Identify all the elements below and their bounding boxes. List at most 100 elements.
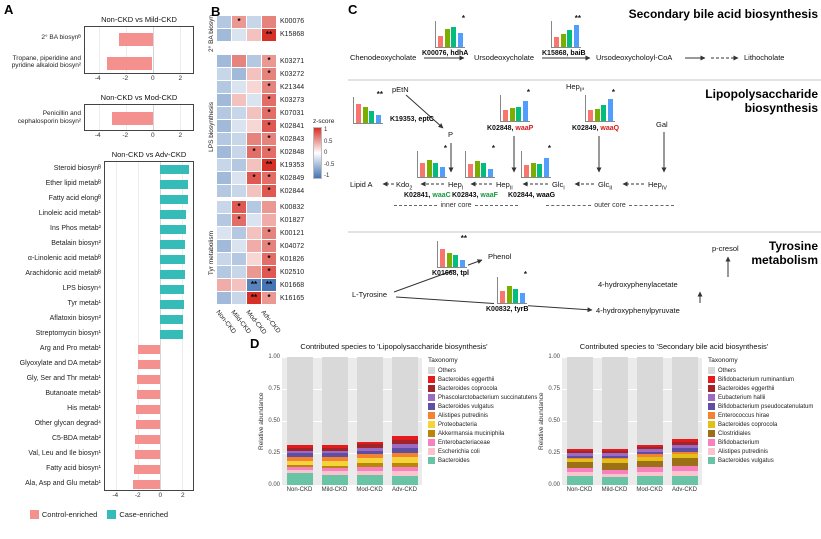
heatmap-cell <box>247 240 261 253</box>
bar-chart-non-vs-mod: Non-CKD vs Mod-CKD Penicillin and cephalo… <box>4 93 194 141</box>
bar-segment <box>286 453 313 457</box>
legend-swatch <box>428 394 435 401</box>
mini-plot <box>353 97 383 124</box>
legend-label: Bacteroides eggerthii <box>438 376 495 383</box>
stacked-bar <box>286 357 313 485</box>
heatmap-cell: * <box>262 253 276 266</box>
legend-item: Bifidobacterium <box>708 438 813 447</box>
mini-bar-chart-waaF: * <box>462 144 496 180</box>
metabolite-phosphate: P <box>448 130 454 139</box>
bar <box>519 293 525 303</box>
x-tick-label: Mild-CKD <box>601 487 628 493</box>
y-tick: 0.25 <box>548 450 560 456</box>
metabolite-glc2: GlcII <box>598 180 613 192</box>
bar-segment <box>671 454 698 459</box>
significance-marker: ** <box>460 234 467 243</box>
metabolite-lithocholate: Lithocholate <box>744 53 785 62</box>
bar-label: α-Linolenic acid metabᴮ <box>27 254 101 262</box>
enzyme-hdhA: K00076, hdhA <box>422 50 469 57</box>
bar-segment <box>321 456 348 461</box>
mini-bar-chart-tpl: ** <box>434 234 468 270</box>
legend-item: Bacteroides vulgatus <box>428 402 537 411</box>
row-label: K03271 <box>280 57 305 65</box>
bar <box>160 240 186 249</box>
metabolite-chenodeoxycholate: Chenodeoxycholate <box>350 53 417 62</box>
heatmap-cell: * <box>262 81 276 94</box>
bar-segment <box>636 472 663 477</box>
heatmap-row: * K00832 <box>217 201 304 214</box>
heatmap-row: ** * K16165 <box>217 292 304 305</box>
heatmap-cell <box>247 133 261 146</box>
legend-item: Alistipes putredinis <box>428 411 537 420</box>
bar-segment <box>636 456 663 461</box>
bar-segment <box>286 357 313 446</box>
bar <box>160 270 186 279</box>
mini-plot <box>417 151 447 178</box>
significance-marker: * <box>547 144 551 153</box>
bar <box>524 165 529 177</box>
significance-marker: * <box>443 144 447 153</box>
bar-segment <box>566 472 593 477</box>
bar <box>106 56 153 70</box>
bar-segment <box>391 463 418 468</box>
heatmap-cell: * <box>262 266 276 279</box>
bar-segment <box>391 440 418 445</box>
heatmap-group: LPS biosynthesis * K03271 * K03272 * K21344 * K0… <box>206 55 347 198</box>
bar <box>444 29 450 47</box>
bar-segment <box>636 476 663 485</box>
bar <box>134 435 160 444</box>
significance-marker: * <box>611 88 615 97</box>
legend-label: Bacteroides <box>438 457 470 464</box>
bar <box>522 101 528 121</box>
bar <box>160 210 187 219</box>
heatmap-cell <box>217 214 231 227</box>
enzyme-tyrB: K00832, tyrB <box>486 306 529 313</box>
heatmap-row: * K21344 <box>217 81 304 94</box>
outer-core-bracket: outer core <box>546 202 674 209</box>
bar-segment <box>671 470 698 477</box>
x-tick: -4 <box>94 75 101 82</box>
bar-segment <box>636 446 663 450</box>
x-tick-label: Mild-CKD <box>321 487 348 493</box>
bar-label: Ala, Asp and Glu metab¹ <box>25 479 101 487</box>
x-axis-labels: Non-CKD Mild-CKD Mod-CKD Adv-CKD <box>282 487 422 493</box>
heatmap-row: ** ** K01668 <box>217 279 304 292</box>
enzyme-waaC: K02841, waaC <box>404 192 451 199</box>
bar <box>459 260 465 267</box>
legend-item: Proteobacteria <box>428 420 537 429</box>
section-title-tyr: Tyrosine metabolism <box>751 239 818 267</box>
x-tick: -2 <box>134 492 141 499</box>
heatmap-cell: * <box>262 120 276 133</box>
bar-segment <box>601 458 628 460</box>
heatmap-cell <box>217 146 231 159</box>
legend-item: Bacteroides <box>428 456 537 465</box>
legend-item: Others <box>428 366 537 375</box>
bar-label: Glyoxylate and DA metab² <box>19 359 101 367</box>
heatmap-cell <box>217 120 231 133</box>
legend-swatch <box>708 421 715 428</box>
bar-segment <box>356 467 383 471</box>
legend-item: Akkermansia muciniphila <box>428 429 537 438</box>
bar-segment <box>321 468 348 471</box>
section-title-bile: Secondary bile acid biosynthesis <box>628 7 818 21</box>
bar-segment <box>671 441 698 446</box>
heatmap-cell: ** <box>262 159 276 172</box>
row-label: K02843 <box>280 135 305 143</box>
y-tick: 0.50 <box>548 418 560 424</box>
panel-a-legend: Control-enriched Case-enriched <box>4 510 194 519</box>
bar <box>160 180 188 189</box>
group-label-text: LPS biosynthesis <box>208 101 215 152</box>
heatmap-cell <box>232 120 246 133</box>
metabolite-gal: Gal <box>656 120 668 129</box>
bar <box>135 420 160 429</box>
bar <box>537 164 542 177</box>
x-tick: -4 <box>112 492 119 499</box>
y-axis-label: Relative abundance <box>538 392 545 450</box>
row-label: K00832 <box>280 203 305 211</box>
legend-swatch <box>708 430 715 437</box>
x-axis-labels: Non-CKD Mild-CKD Mod-CKD Adv-CKD <box>562 487 702 493</box>
legend-swatch <box>708 385 715 392</box>
legend-item: Bacteroides eggerthii <box>708 384 813 393</box>
x-tick-label: Mod-CKD <box>636 487 663 493</box>
heatmap-cell <box>247 266 261 279</box>
